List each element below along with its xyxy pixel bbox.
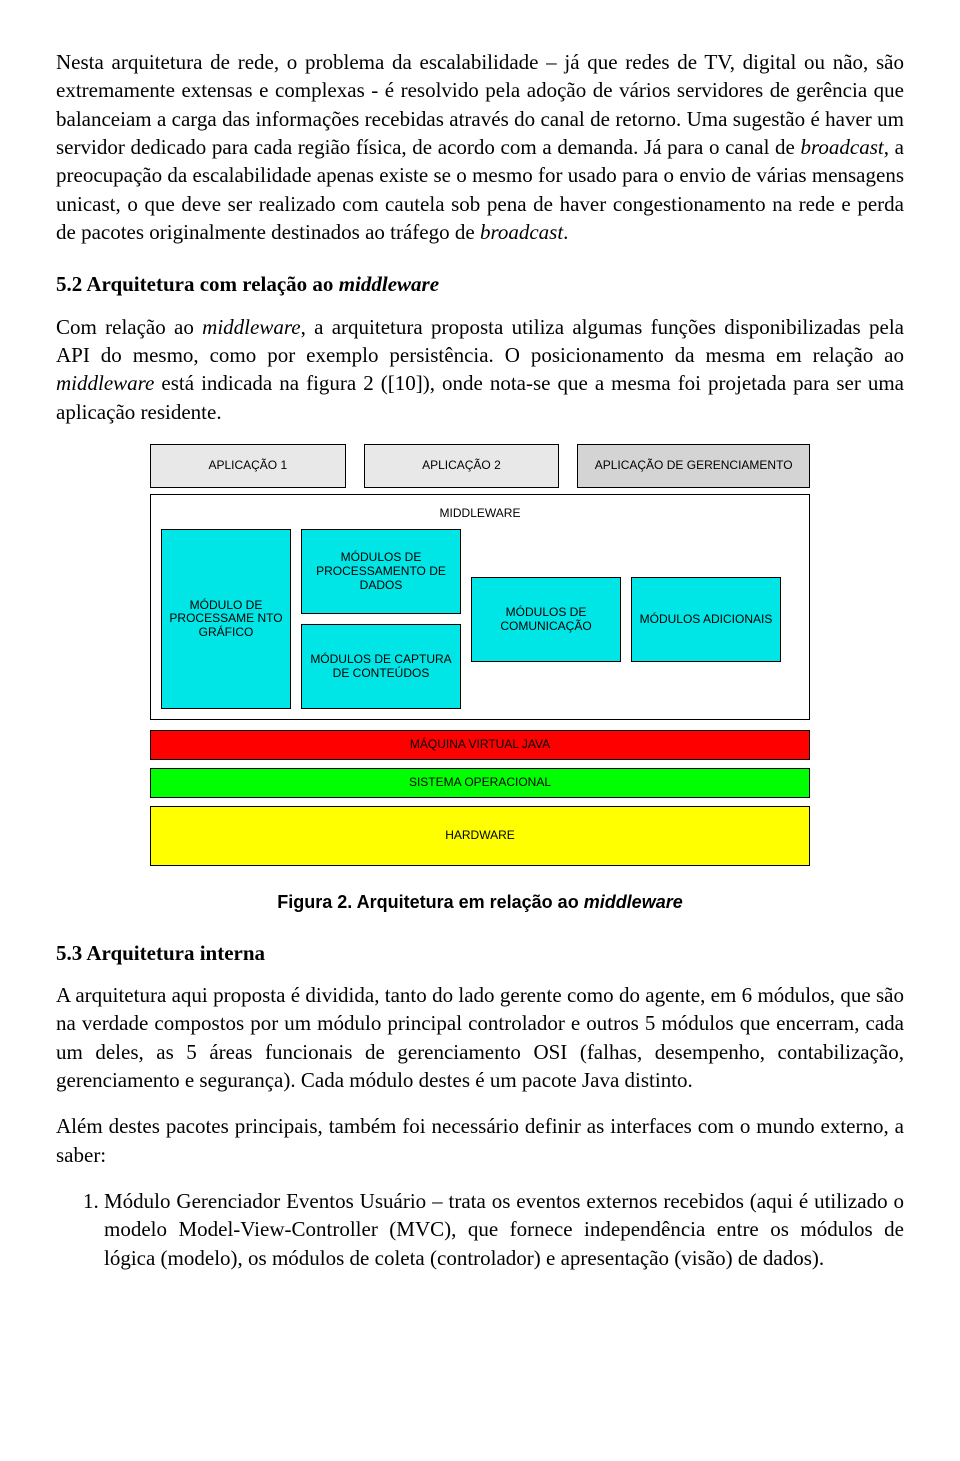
paragraph-1: Nesta arquitetura de rede, o problema da… [56, 48, 904, 246]
middleware-modules: MÓDULO DE PROCESSAME NTO GRÁFICO MÓDULOS… [161, 529, 799, 709]
figure-2-caption: Figura 2. Arquitetura em relação ao midd… [56, 890, 904, 914]
paragraph-2: Com relação ao middleware, a arquitetura… [56, 313, 904, 426]
apps-row: APLICAÇÃO 1 APLICAÇÃO 2 APLICAÇÃO DE GER… [150, 444, 810, 488]
text: Com relação ao [56, 315, 202, 339]
box-aplicacao-gerenciamento: APLICAÇÃO DE GERENCIAMENTO [577, 444, 810, 488]
text: . [563, 220, 568, 244]
box-modulo-dados: MÓDULOS DE PROCESSAMENTO DE DADOS [301, 529, 461, 614]
ordered-list: Módulo Gerenciador Eventos Usuário – tra… [56, 1187, 904, 1272]
italic: middleware [339, 272, 439, 296]
list-item-1: Módulo Gerenciador Eventos Usuário – tra… [104, 1187, 904, 1272]
box-modulo-captura: MÓDULOS DE CAPTURA DE CONTEÚDOS [301, 624, 461, 709]
box-modulo-grafico: MÓDULO DE PROCESSAME NTO GRÁFICO [161, 529, 291, 709]
text: 5.2 Arquitetura com relação ao [56, 272, 339, 296]
box-modulos-adicionais: MÓDULOS ADICIONAIS [631, 577, 781, 662]
col-3: MÓDULOS DE COMUNICAÇÃO [471, 529, 621, 709]
box-hardware: HARDWARE [150, 806, 810, 866]
text: está indicada na figura 2 ([10]), onde n… [56, 371, 904, 423]
box-sistema-operacional: SISTEMA OPERACIONAL [150, 768, 810, 798]
italic: middleware [202, 315, 300, 339]
col-1: MÓDULO DE PROCESSAME NTO GRÁFICO [161, 529, 291, 709]
text: Nesta arquitetura de rede, o problema da… [56, 50, 904, 159]
italic: middleware [56, 371, 154, 395]
figure-2-diagram: APLICAÇÃO 1 APLICAÇÃO 2 APLICAÇÃO DE GER… [150, 444, 810, 866]
box-aplicacao-2: APLICAÇÃO 2 [364, 444, 560, 488]
col-4: MÓDULOS ADICIONAIS [631, 529, 781, 709]
heading-5-3: 5.3 Arquitetura interna [56, 939, 904, 967]
text: Figura 2. Arquitetura em relação ao [277, 892, 583, 912]
box-aplicacao-1: APLICAÇÃO 1 [150, 444, 346, 488]
italic: broadcast [480, 220, 563, 244]
italic: broadcast [801, 135, 884, 159]
italic: middleware [584, 892, 683, 912]
box-jvm: MÁQUINA VIRTUAL JAVA [150, 730, 810, 760]
paragraph-3: A arquitetura aqui proposta é dividida, … [56, 981, 904, 1094]
heading-5-2: 5.2 Arquitetura com relação ao middlewar… [56, 270, 904, 298]
box-modulo-comunicacao: MÓDULOS DE COMUNICAÇÃO [471, 577, 621, 662]
paragraph-4: Além destes pacotes principais, também f… [56, 1112, 904, 1169]
middleware-title: MIDDLEWARE [161, 505, 799, 521]
col-2: MÓDULOS DE PROCESSAMENTO DE DADOS MÓDULO… [301, 529, 461, 709]
middleware-container: MIDDLEWARE MÓDULO DE PROCESSAME NTO GRÁF… [150, 494, 810, 720]
